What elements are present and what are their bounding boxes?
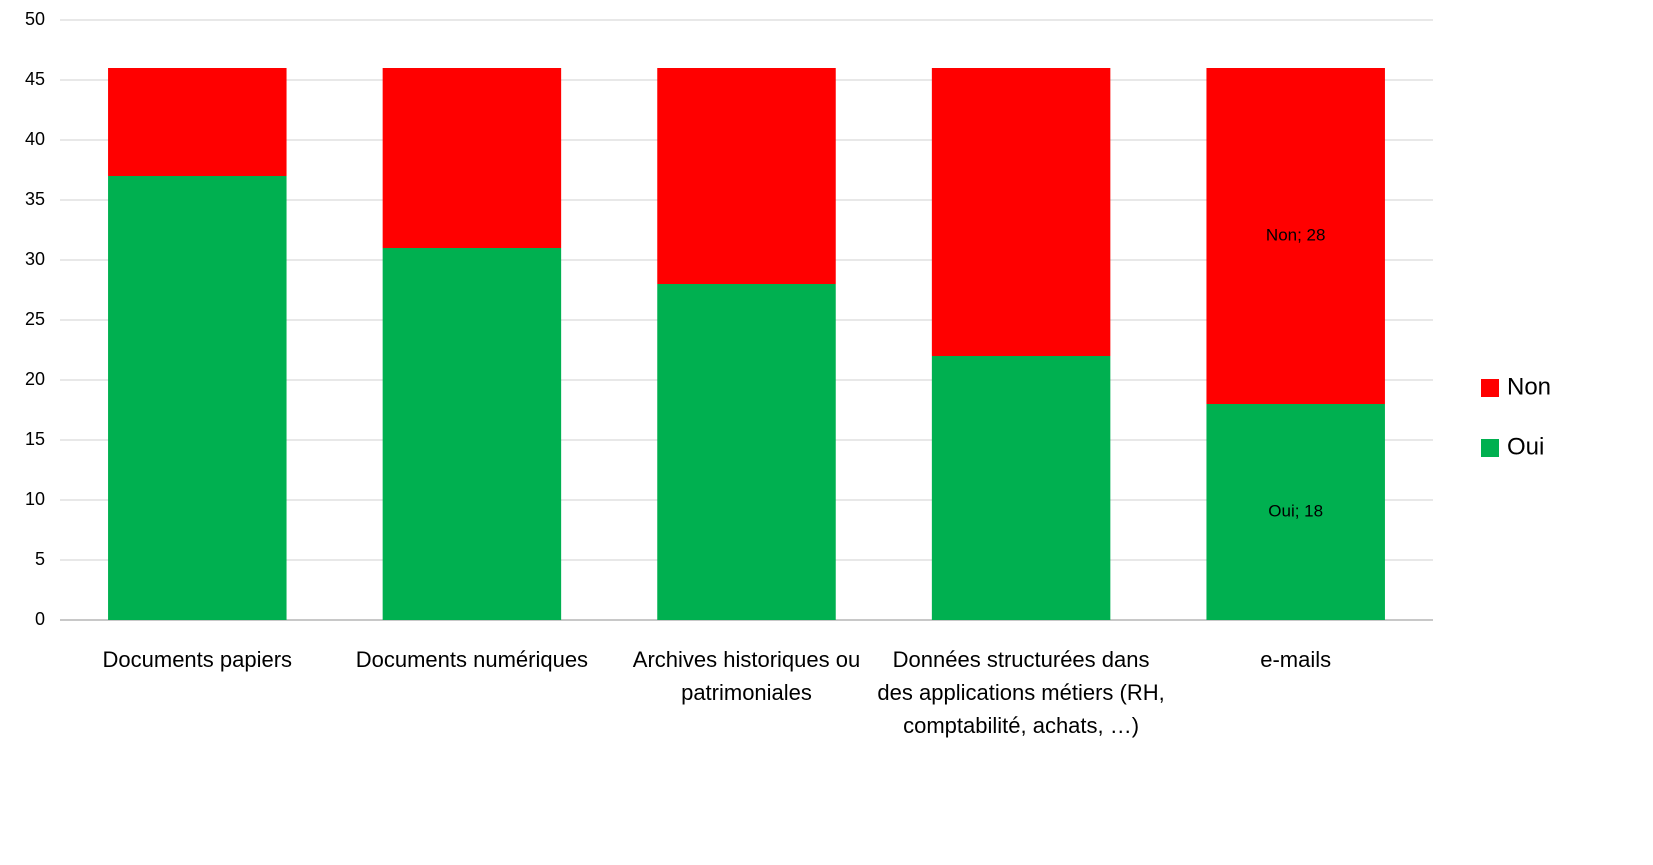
legend-label: Oui xyxy=(1507,433,1544,460)
bar-segment xyxy=(1206,404,1385,620)
x-tick-label-box: Documents numériques xyxy=(355,647,589,672)
x-tick-label: Documents papiers xyxy=(102,647,293,672)
y-tick-label: 50 xyxy=(25,9,45,29)
bar-segment xyxy=(931,68,1111,356)
bar-segment xyxy=(108,68,287,176)
y-tick-label: 20 xyxy=(25,369,45,389)
y-tick-label: 30 xyxy=(25,249,45,269)
data-label: Non; 28 xyxy=(1266,225,1326,244)
x-tick-label: Données structurées dans des application… xyxy=(877,647,1165,738)
bar-segment xyxy=(931,356,1111,620)
bar-segment xyxy=(657,68,836,284)
x-tick-label-box: Documents papiers xyxy=(102,647,293,672)
y-tick-label: 45 xyxy=(25,69,45,89)
bar-segment xyxy=(382,68,562,248)
legend-swatch xyxy=(1481,379,1499,397)
bar-segment xyxy=(1206,68,1385,404)
y-tick-label: 0 xyxy=(35,609,45,629)
y-tick-label: 15 xyxy=(25,429,45,449)
legend-swatch xyxy=(1481,439,1499,457)
data-label: Oui; 18 xyxy=(1268,501,1323,520)
bar-segment xyxy=(108,176,287,620)
x-tick-label: Archives historiques ou patrimoniales xyxy=(632,647,861,705)
x-tick-label: Documents numériques xyxy=(355,647,589,672)
x-tick-label: e-mails xyxy=(1260,647,1332,672)
bar-segment xyxy=(657,284,836,620)
y-tick-label: 25 xyxy=(25,309,45,329)
y-tick-label: 35 xyxy=(25,189,45,209)
y-tick-label: 40 xyxy=(25,129,45,149)
x-tick-label-box: Archives historiques ou patrimoniales xyxy=(632,647,861,705)
bar-segment xyxy=(382,248,562,620)
x-tick-label-box: e-mails xyxy=(1260,647,1332,672)
legend-label: Non xyxy=(1507,373,1551,400)
y-tick-label: 5 xyxy=(35,549,45,569)
x-tick-label-box: Données structurées dans des application… xyxy=(877,647,1165,738)
y-tick-label: 10 xyxy=(25,489,45,509)
